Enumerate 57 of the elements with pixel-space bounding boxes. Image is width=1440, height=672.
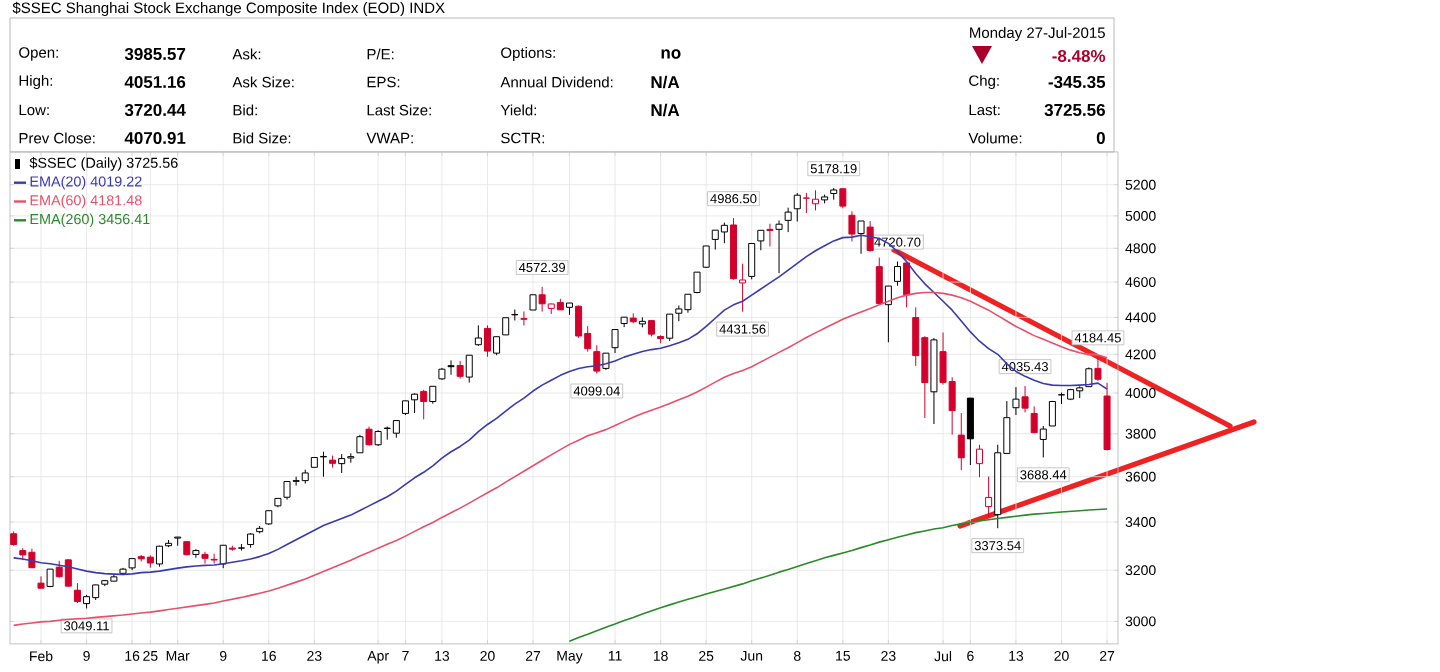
text: 4051.16: [124, 75, 186, 88]
candlestick: [857, 220, 865, 255]
candlestick: [766, 223, 774, 247]
text: 3985.57: [124, 47, 186, 61]
candlestick: [839, 187, 847, 209]
candlestick: [866, 220, 874, 253]
candlestick: [483, 324, 491, 358]
candlestick: [966, 397, 974, 466]
candlestick: [748, 243, 756, 280]
candlestick: [64, 558, 72, 587]
text: -345.35: [1048, 75, 1106, 89]
candlestick: [201, 551, 209, 565]
candlestick: [757, 229, 765, 251]
text: 4070.91: [124, 131, 186, 144]
candlestick: [702, 245, 710, 269]
text: N/A: [651, 103, 680, 117]
text: no: [661, 49, 681, 59]
text: 3725.56: [1044, 103, 1105, 117]
candlestick: [739, 263, 747, 313]
candlestick: [720, 222, 728, 244]
text: 0: [1096, 131, 1105, 144]
candlestick: [1048, 400, 1056, 427]
text: -8.48%: [1052, 49, 1106, 62]
candlestick: [520, 310, 528, 327]
candlestick: [219, 544, 227, 569]
candlestick: [802, 192, 810, 214]
candlestick: [411, 392, 419, 414]
candlestick: [784, 207, 792, 233]
candlestick: [37, 575, 45, 589]
candlestick: [447, 359, 455, 376]
candlestick: [365, 426, 373, 447]
candlestick: [1021, 385, 1029, 413]
candlestick: [1094, 356, 1102, 382]
candlestick: [465, 354, 473, 384]
candlestick: [338, 453, 346, 474]
candlestick: [319, 451, 327, 478]
candlestick: [775, 220, 783, 274]
candlestick: [848, 210, 856, 242]
candlestick: [1012, 386, 1020, 416]
candlestick: [1030, 405, 1038, 434]
candlestick: [903, 262, 911, 308]
candlestick: [1039, 425, 1047, 458]
candlestick: [875, 257, 883, 305]
candlestick: [593, 344, 601, 375]
candlestick: [73, 582, 81, 604]
candlestick: [666, 313, 674, 342]
candlestick: [957, 412, 965, 471]
candlestick: [893, 261, 901, 287]
candlestick: [474, 324, 482, 347]
text: N/A: [651, 75, 680, 89]
candlestick: [975, 444, 984, 478]
candlestick: [210, 553, 218, 565]
text: 3720.44: [124, 103, 186, 117]
candlestick: [884, 285, 892, 343]
candlestick: [493, 336, 501, 356]
candlestick: [420, 389, 428, 420]
candlestick: [611, 328, 619, 354]
